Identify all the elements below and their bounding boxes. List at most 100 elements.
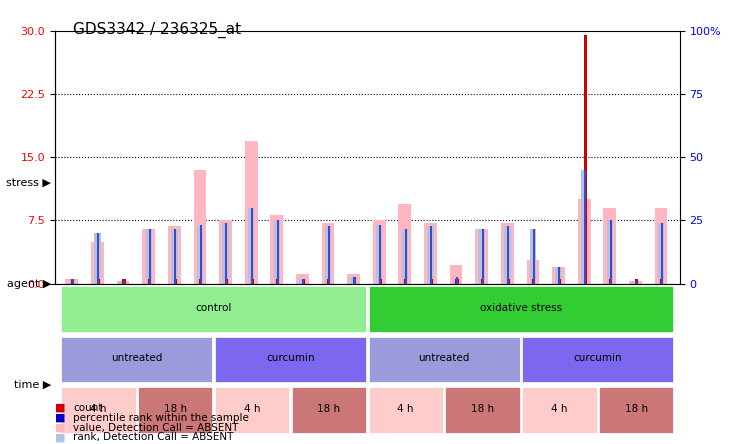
Bar — [609, 279, 612, 284]
Bar — [556, 267, 561, 284]
Bar — [398, 204, 412, 284]
Bar — [276, 221, 279, 284]
Bar — [353, 279, 356, 284]
Bar — [168, 226, 181, 284]
Bar — [610, 221, 612, 284]
FancyBboxPatch shape — [292, 387, 366, 432]
Bar — [427, 226, 433, 284]
Bar — [481, 279, 484, 284]
Bar — [354, 277, 355, 284]
Bar — [455, 279, 458, 284]
FancyBboxPatch shape — [522, 387, 596, 432]
Bar — [123, 279, 126, 284]
Bar — [533, 229, 535, 284]
Bar — [91, 242, 104, 284]
Bar — [482, 229, 484, 284]
Bar — [603, 208, 616, 284]
Bar — [635, 279, 638, 284]
Bar — [424, 223, 437, 284]
Bar — [661, 223, 663, 284]
Text: 18 h: 18 h — [164, 404, 187, 414]
Text: time ▶: time ▶ — [14, 380, 51, 390]
Bar — [379, 279, 382, 284]
Bar — [507, 226, 510, 284]
Text: ■: ■ — [55, 413, 65, 423]
Bar — [347, 274, 360, 284]
Bar — [66, 279, 78, 284]
Bar — [302, 279, 305, 284]
Bar — [376, 225, 382, 284]
Text: 18 h: 18 h — [317, 404, 341, 414]
Bar — [322, 223, 334, 284]
FancyBboxPatch shape — [368, 286, 673, 332]
Bar — [558, 267, 561, 284]
Bar — [248, 208, 254, 284]
Bar — [96, 279, 100, 284]
FancyBboxPatch shape — [61, 387, 135, 432]
Bar — [607, 221, 613, 284]
Text: ■: ■ — [55, 403, 65, 413]
Bar — [197, 225, 203, 284]
Bar — [225, 279, 228, 284]
Bar — [430, 279, 433, 284]
Bar — [299, 279, 306, 284]
Bar — [327, 279, 330, 284]
Text: curcumin: curcumin — [266, 353, 315, 363]
Bar — [145, 229, 152, 284]
Bar — [117, 281, 129, 284]
Bar — [532, 279, 535, 284]
Bar — [450, 265, 463, 284]
Bar — [171, 229, 178, 284]
Bar — [245, 140, 257, 284]
Text: 18 h: 18 h — [471, 404, 494, 414]
Bar — [373, 221, 386, 284]
Bar — [629, 281, 642, 284]
Bar — [577, 199, 591, 284]
Bar — [72, 279, 74, 284]
Text: oxidative stress: oxidative stress — [480, 303, 562, 313]
Bar — [273, 221, 280, 284]
Bar — [222, 223, 229, 284]
Bar — [302, 279, 304, 284]
Text: value, Detection Call = ABSENT: value, Detection Call = ABSENT — [73, 423, 238, 432]
Text: untreated: untreated — [111, 353, 162, 363]
Bar — [69, 279, 75, 284]
Bar — [174, 229, 176, 284]
FancyBboxPatch shape — [368, 337, 520, 382]
Bar — [194, 170, 206, 284]
Text: count: count — [73, 403, 102, 413]
FancyBboxPatch shape — [61, 337, 213, 382]
Text: GDS3342 / 236325_at: GDS3342 / 236325_at — [73, 22, 241, 38]
Bar — [148, 279, 151, 284]
Bar — [200, 279, 202, 284]
Bar — [583, 35, 586, 284]
Text: untreated: untreated — [418, 353, 470, 363]
FancyBboxPatch shape — [599, 387, 673, 432]
Bar — [584, 170, 586, 284]
Bar — [225, 223, 227, 284]
Bar — [501, 223, 514, 284]
Bar — [526, 260, 539, 284]
Text: ■: ■ — [55, 432, 65, 442]
Bar — [94, 233, 101, 284]
Text: rank, Detection Call = ABSENT: rank, Detection Call = ABSENT — [73, 432, 233, 442]
Bar — [552, 267, 565, 284]
Bar — [404, 279, 407, 284]
Text: 4 h: 4 h — [398, 404, 414, 414]
Text: 18 h: 18 h — [625, 404, 648, 414]
Text: percentile rank within the sample: percentile rank within the sample — [73, 413, 249, 423]
Bar — [660, 279, 664, 284]
Bar — [635, 281, 637, 284]
FancyBboxPatch shape — [522, 337, 673, 382]
Bar — [71, 279, 75, 284]
Bar — [431, 226, 433, 284]
FancyBboxPatch shape — [215, 337, 366, 382]
FancyBboxPatch shape — [445, 387, 520, 432]
Bar — [200, 225, 202, 284]
Bar — [504, 226, 510, 284]
Text: control: control — [195, 303, 232, 313]
Text: agent ▶: agent ▶ — [7, 278, 51, 289]
FancyBboxPatch shape — [61, 286, 366, 332]
Bar — [453, 277, 459, 284]
Bar — [530, 229, 536, 284]
